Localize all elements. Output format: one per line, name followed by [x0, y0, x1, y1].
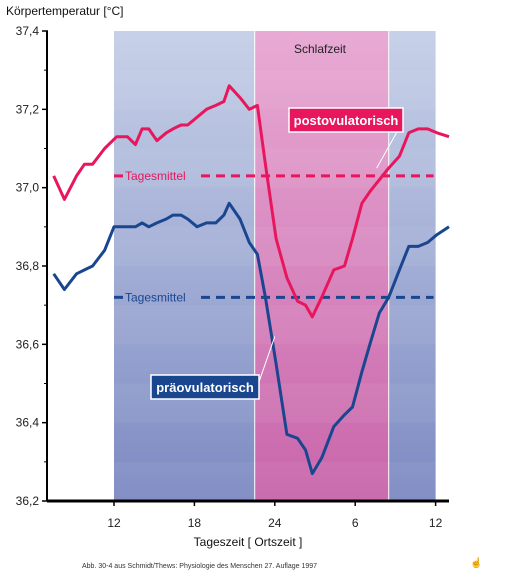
y-tick-label: 37,0: [16, 181, 40, 195]
mean-label-0: Tagesmittel: [125, 169, 186, 183]
x-axis-label: Tageszeit [ Ortszeit ]: [194, 535, 303, 549]
series-label-box-0: [288, 107, 404, 133]
series-label-1: präovulatorisch: [156, 380, 254, 395]
x-tick-label: 12: [429, 516, 443, 530]
y-axis-label: Körpertemperatur [°C]: [6, 4, 124, 18]
background-stripe: [114, 148, 436, 188]
y-tick-label: 36,4: [16, 416, 40, 430]
mean-label-1: Tagesmittel: [125, 290, 186, 304]
series-label-0: postovulatorisch: [294, 113, 399, 128]
background-stripe: [114, 70, 436, 110]
hand-pointer-icon[interactable]: ☝: [470, 558, 483, 569]
x-tick-label: 18: [188, 516, 202, 530]
sleep-period-label: Schlafzeit: [294, 42, 347, 56]
background-stripe: [114, 461, 436, 501]
y-tick-label: 36,6: [16, 337, 40, 351]
series-line-0: [52, 84, 450, 319]
temperature-chart: Tagesmittel Tagesmittel postovulatorisch p…: [6, 4, 450, 549]
y-tick-label: 36,2: [16, 494, 40, 508]
x-tick-label: 12: [107, 516, 121, 530]
y-tick-label: 36,8: [16, 259, 40, 273]
figure-caption: Abb. 30-4 aus Schmidt/Thews: Physiologie…: [82, 563, 318, 570]
y-tick-label: 37,4: [16, 24, 40, 38]
y-tick-label: 37,2: [16, 102, 40, 116]
x-tick-label: 24: [268, 516, 282, 530]
series-label-box-1: [150, 374, 260, 400]
series-line-1: [52, 201, 450, 476]
recorded-period-band-left: [114, 31, 255, 501]
x-tick-label: 6: [352, 516, 359, 530]
background-stripe: [114, 305, 436, 345]
series-pointer-0: [376, 131, 398, 169]
